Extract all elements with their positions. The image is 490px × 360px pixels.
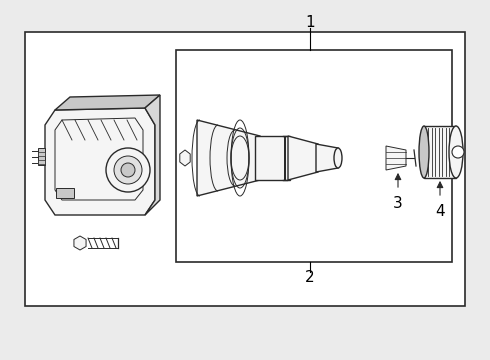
Text: 3: 3: [393, 195, 403, 211]
Circle shape: [121, 163, 135, 177]
Bar: [38, 160, 45, 164]
Bar: [424, 126, 456, 178]
Text: 2: 2: [305, 270, 315, 285]
Bar: [56, 188, 74, 198]
Polygon shape: [316, 144, 338, 172]
Bar: [176, 50, 452, 262]
Polygon shape: [386, 146, 406, 170]
Text: 4: 4: [435, 203, 445, 219]
Ellipse shape: [449, 126, 463, 178]
Polygon shape: [45, 108, 155, 215]
Circle shape: [114, 156, 142, 184]
Polygon shape: [74, 236, 86, 250]
Polygon shape: [255, 136, 290, 180]
Bar: [25, 32, 465, 306]
Polygon shape: [55, 95, 160, 110]
Polygon shape: [180, 150, 190, 166]
Polygon shape: [145, 95, 160, 215]
Polygon shape: [55, 118, 143, 200]
Polygon shape: [288, 136, 318, 180]
Bar: [38, 152, 45, 156]
Ellipse shape: [334, 148, 342, 168]
Circle shape: [106, 148, 150, 192]
Ellipse shape: [419, 126, 429, 178]
Circle shape: [452, 146, 464, 158]
Polygon shape: [38, 148, 45, 165]
Text: 1: 1: [305, 14, 315, 30]
Polygon shape: [197, 120, 260, 196]
